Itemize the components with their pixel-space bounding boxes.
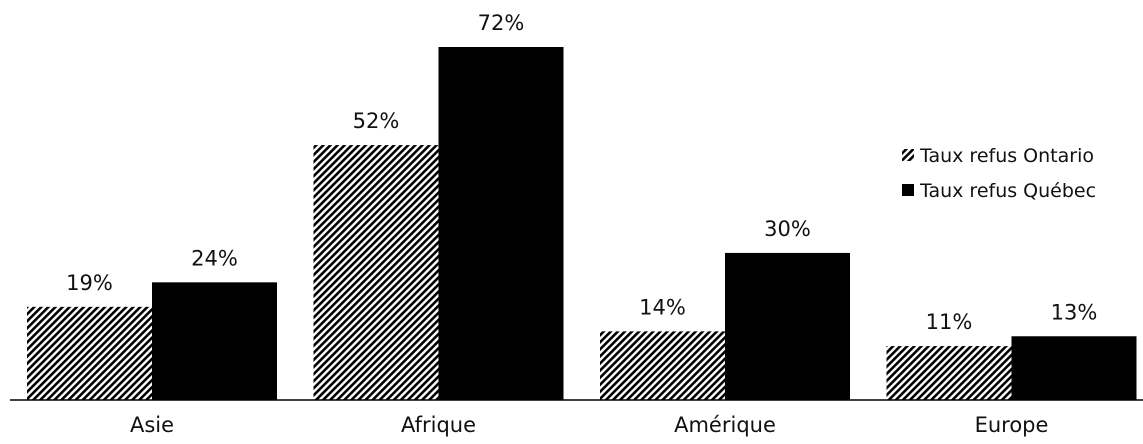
data-label-quebec-3: 13% (1051, 300, 1098, 324)
x-axis-tick-labels: Asie Afrique Amérique Europe (130, 413, 1048, 437)
legend-swatch-quebec (902, 184, 914, 196)
data-labels-layer: 19% 24% 52% 72% 14% 30% 11% 13% (66, 11, 1097, 334)
legend: Taux refus Ontario Taux refus Québec (902, 145, 1096, 202)
x-tick-label-2: Amérique (674, 413, 776, 437)
legend-label-ontario: Taux refus Ontario (919, 145, 1094, 167)
data-label-ontario-1: 52% (353, 109, 400, 133)
data-label-quebec-2: 30% (764, 217, 811, 241)
legend-label-quebec: Taux refus Québec (919, 180, 1096, 202)
bar-quebec-2 (725, 252, 850, 400)
bar-quebec-0 (152, 282, 277, 400)
data-label-ontario-3: 11% (926, 310, 973, 334)
bar-ontario-3 (886, 346, 1012, 400)
bar-quebec-3 (1011, 336, 1137, 400)
x-tick-label-1: Afrique (401, 413, 476, 437)
bar-ontario-0 (27, 306, 152, 400)
data-label-ontario-0: 19% (66, 271, 113, 295)
data-label-ontario-2: 14% (639, 295, 686, 319)
bar-ontario-2 (600, 331, 725, 400)
bars-layer (27, 47, 1137, 400)
legend-swatch-ontario (902, 149, 914, 161)
data-label-quebec-1: 72% (478, 11, 525, 35)
x-tick-label-0: Asie (130, 413, 174, 437)
data-label-quebec-0: 24% (191, 246, 238, 270)
bar-ontario-1 (313, 145, 439, 400)
bar-quebec-1 (438, 47, 564, 400)
x-tick-label-3: Europe (975, 413, 1049, 437)
